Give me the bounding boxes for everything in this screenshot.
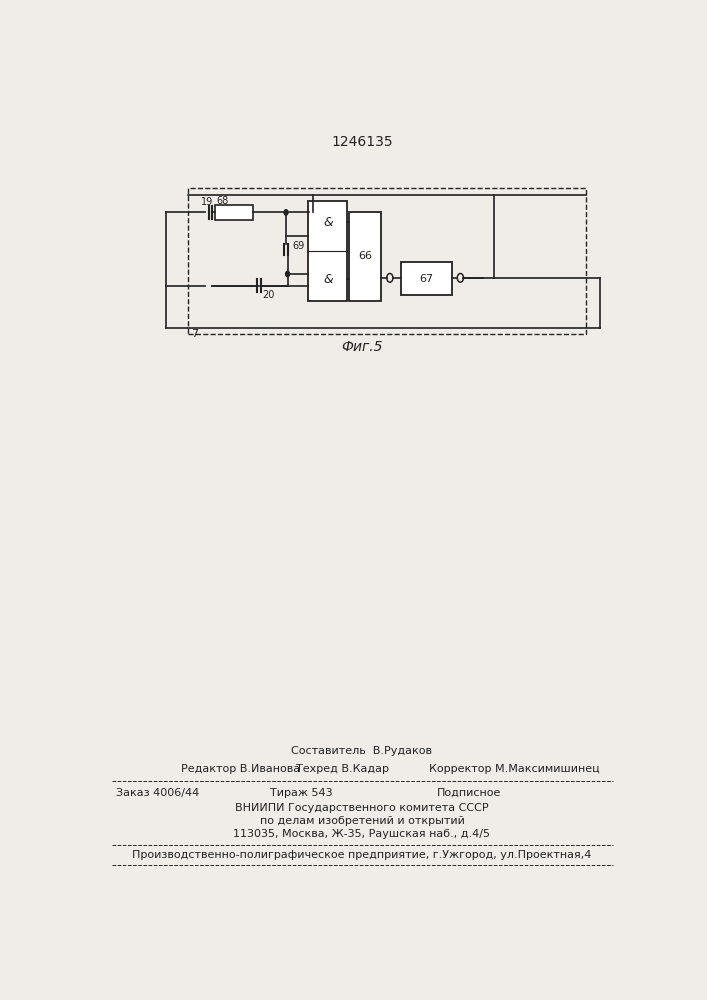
Text: 20: 20 [262,290,274,300]
Text: 68: 68 [216,196,228,206]
Text: 69: 69 [292,241,305,251]
Text: Составитель  В.Рудаков: Составитель В.Рудаков [291,746,433,756]
Text: 67: 67 [419,274,433,284]
Bar [308,201,347,301]
Text: Редактор В.Иванова: Редактор В.Иванова [182,764,300,774]
Text: &: & [323,216,333,229]
Text: 66: 66 [358,251,372,261]
Text: Фиг.5: Фиг.5 [341,340,382,354]
Text: 1246135: 1246135 [331,135,393,149]
Text: 7: 7 [192,329,199,339]
Bar [402,262,452,295]
Text: Корректор М.Максимишинец: Корректор М.Максимишинец [429,764,600,774]
Text: Тираж 543: Тираж 543 [271,788,333,798]
Circle shape [284,210,288,215]
Text: Заказ 4006/44: Заказ 4006/44 [116,788,199,798]
Text: 113035, Москва, Ж-35, Раушская наб., д.4/5: 113035, Москва, Ж-35, Раушская наб., д.4… [233,829,491,839]
Text: Подписное: Подписное [437,788,501,798]
Bar [215,205,253,220]
Text: Производственно-полиграфическое предприятие, г.Ужгород, ул.Проектная,4: Производственно-полиграфическое предприя… [132,850,592,860]
Text: по делам изобретений и открытий: по делам изобретений и открытий [259,816,464,826]
Text: Техред В.Кадар: Техред В.Кадар [296,764,389,774]
Bar [349,212,381,301]
Bar [187,188,586,334]
Text: 19: 19 [201,197,213,207]
Circle shape [286,271,289,277]
Text: ВНИИПИ Государственного комитета СССР: ВНИИПИ Государственного комитета СССР [235,803,489,813]
Text: &: & [323,273,333,286]
